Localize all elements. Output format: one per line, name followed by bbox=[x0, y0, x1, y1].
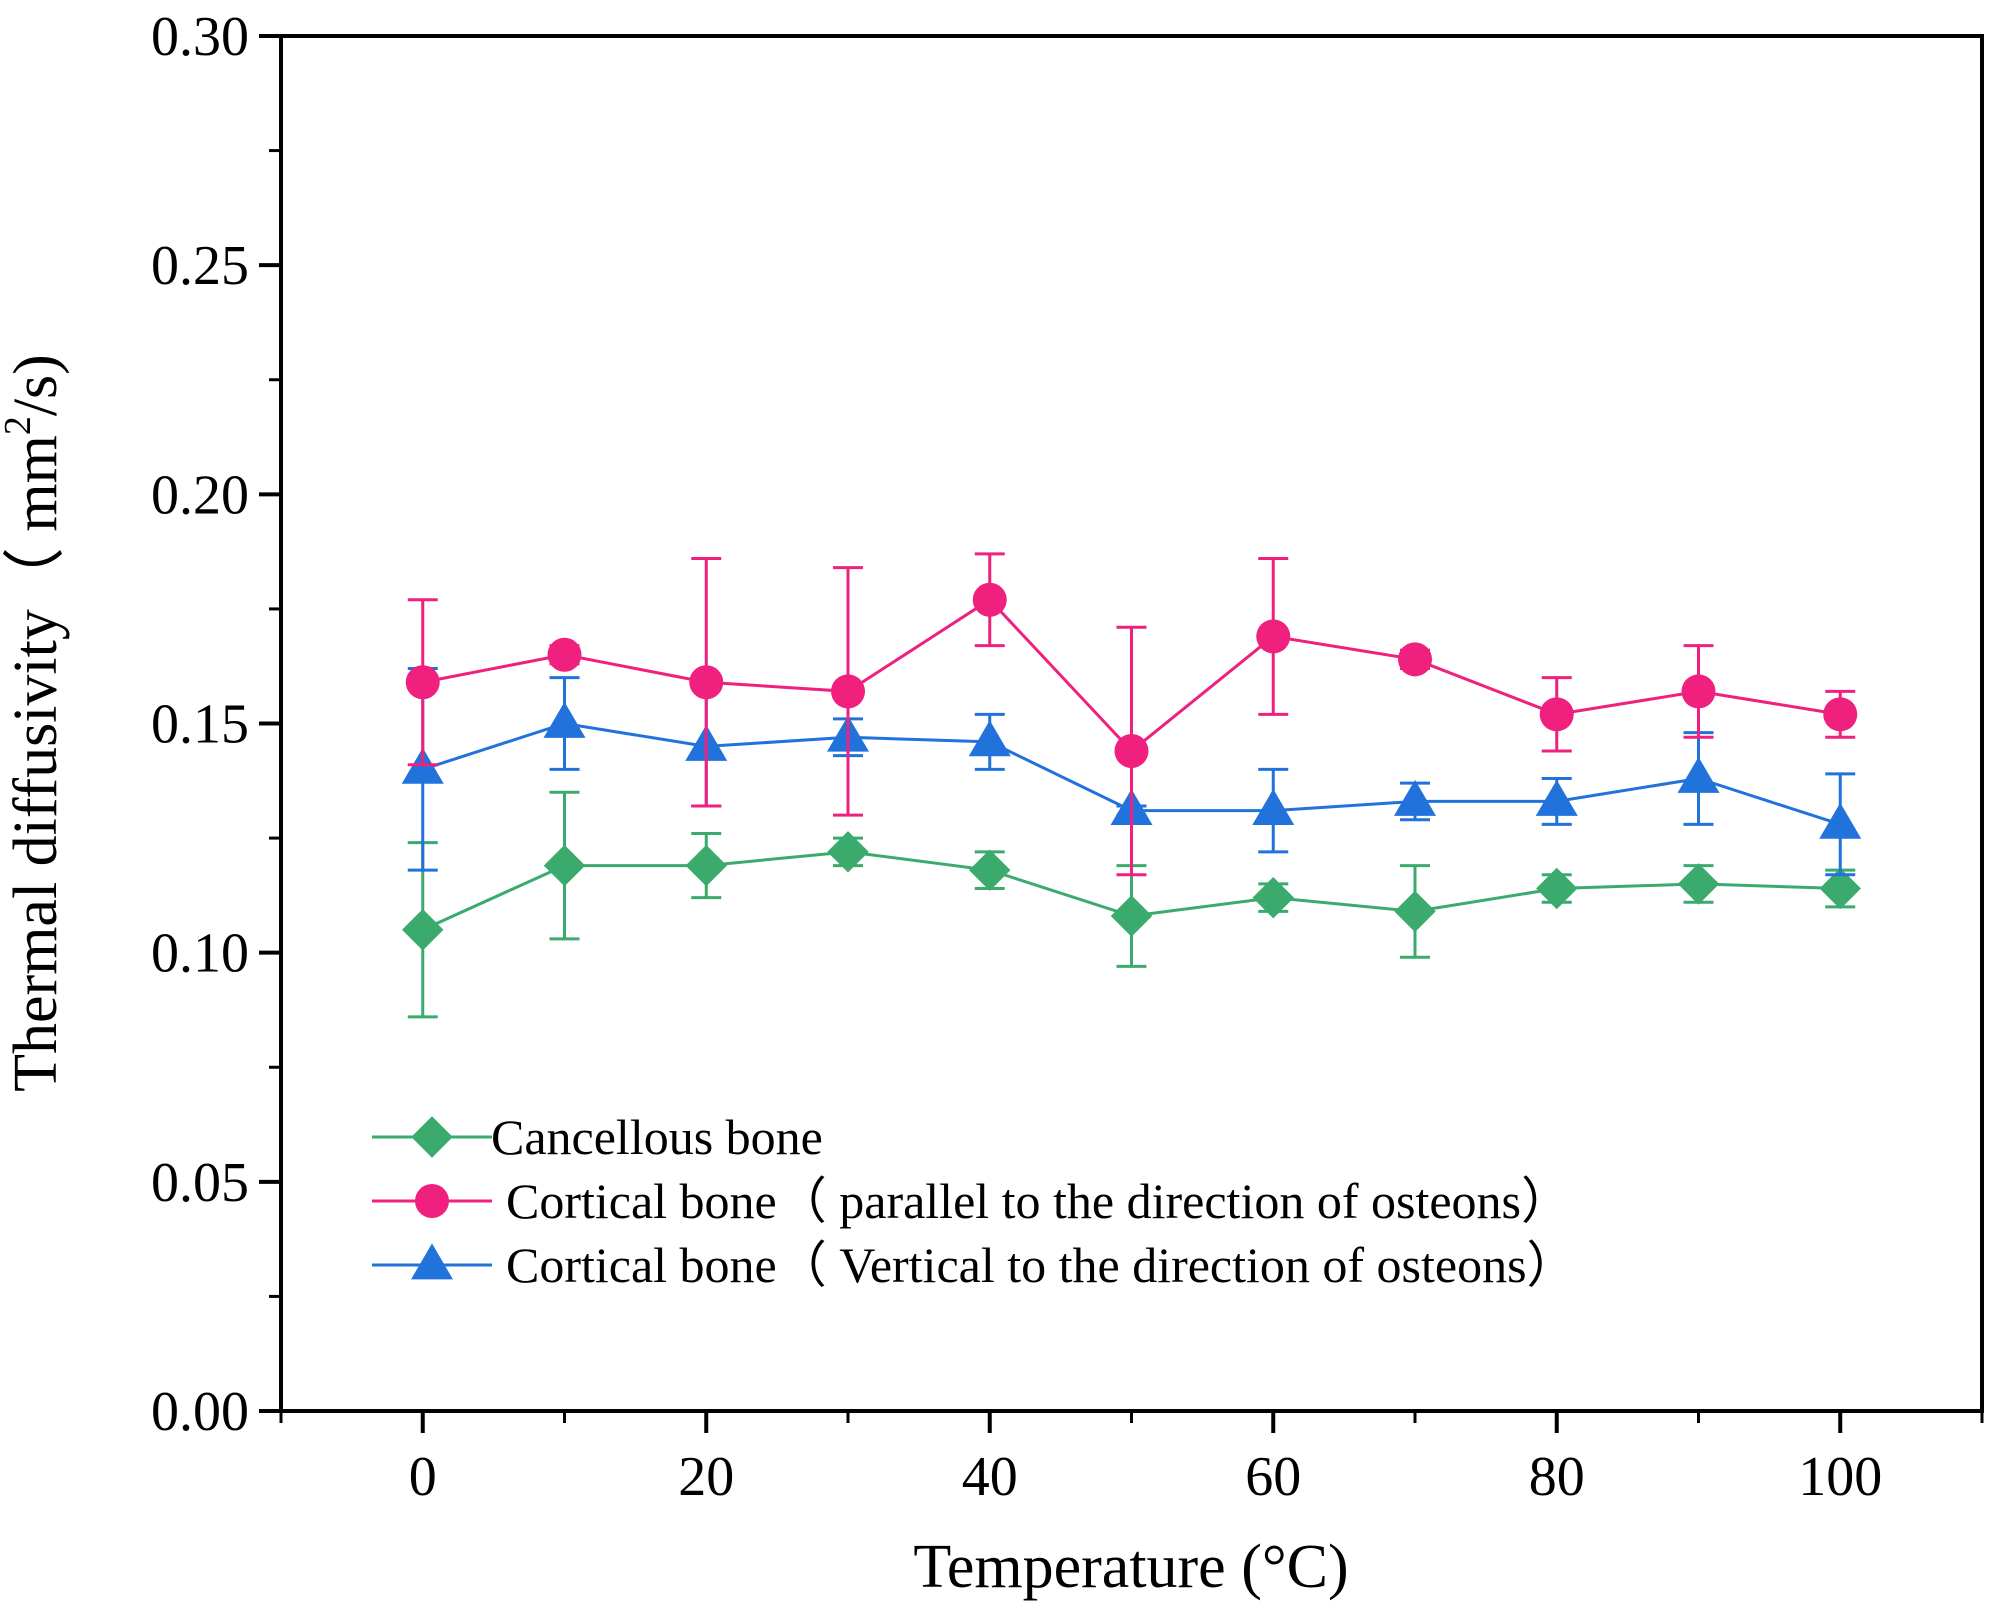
y-tick-label: 0.00 bbox=[151, 1381, 249, 1443]
data-point-triangle bbox=[1677, 756, 1720, 793]
y-axis-title: Thermal diffusivity（ mm2/s) bbox=[0, 354, 70, 1092]
data-point-triangle bbox=[1819, 802, 1862, 839]
data-point-diamond bbox=[969, 849, 1011, 891]
data-point-circle bbox=[1823, 697, 1858, 732]
data-point-diamond bbox=[1394, 890, 1436, 933]
data-point-triangle bbox=[543, 701, 586, 738]
data-point-circle bbox=[547, 637, 582, 672]
data-point-triangle bbox=[968, 720, 1011, 757]
axes-ticks: 0.00 0.05 0.10 0.15 0.20 0.25 0.30 0 20 40 60 80 100 bbox=[151, 6, 1984, 1508]
data-point-diamond bbox=[1110, 895, 1153, 937]
y-axis-title-main: Thermal diffusivity（ mm bbox=[2, 435, 70, 1092]
data-point-circle bbox=[405, 665, 440, 700]
data-point-diamond bbox=[543, 844, 586, 887]
legend-label: Cortical bone（ Vertical to the direction… bbox=[506, 1237, 1577, 1293]
data-point-circle bbox=[1256, 619, 1291, 654]
x-tick-label: 60 bbox=[1245, 1446, 1301, 1508]
x-tick-label: 100 bbox=[1798, 1446, 1882, 1508]
y-tick-label: 0.10 bbox=[151, 923, 249, 985]
legend: Cancellous bone Cortical bone（ parallel t… bbox=[372, 1109, 1577, 1293]
data-point-diamond bbox=[1819, 867, 1861, 910]
data-point-circle bbox=[689, 665, 724, 700]
y-tick-label: 0.20 bbox=[151, 464, 249, 526]
legend-marker-diamond bbox=[411, 1116, 453, 1158]
data-point-circle bbox=[831, 674, 865, 709]
legend-marker-circle bbox=[415, 1184, 449, 1218]
data-point-circle bbox=[972, 582, 1007, 617]
series-circle bbox=[405, 552, 1858, 877]
legend-label: Cortical bone（ parallel to the direction… bbox=[506, 1173, 1571, 1229]
data-point-triangle bbox=[1394, 779, 1436, 816]
x-tick-label: 80 bbox=[1529, 1446, 1585, 1508]
x-tick-label: 40 bbox=[962, 1446, 1018, 1508]
data-point-diamond bbox=[402, 909, 444, 951]
legend-item: Cancellous bone bbox=[372, 1109, 823, 1165]
x-tick-label: 20 bbox=[678, 1446, 734, 1508]
data-point-circle bbox=[1398, 642, 1432, 677]
y-axis-title-superscript: 2 bbox=[0, 416, 39, 435]
series-diamond bbox=[402, 790, 1861, 1019]
legend-item: Cortical bone（ Vertical to the direction… bbox=[372, 1237, 1577, 1293]
data-point-diamond bbox=[1536, 867, 1578, 910]
y-tick-label: 0.15 bbox=[151, 694, 249, 756]
data-point-circle bbox=[1539, 697, 1574, 732]
legend-label: Cancellous bone bbox=[491, 1109, 823, 1165]
data-point-diamond bbox=[827, 831, 869, 873]
y-tick-label: 0.30 bbox=[151, 6, 249, 68]
x-axis-title: Temperature (°C) bbox=[913, 1533, 1348, 1601]
data-point-diamond bbox=[1252, 876, 1294, 919]
data-point-circle bbox=[1114, 734, 1149, 768]
data-point-triangle bbox=[1535, 779, 1578, 816]
y-tick-label: 0.05 bbox=[151, 1152, 249, 1214]
y-tick-label: 0.25 bbox=[151, 235, 249, 297]
series-layer bbox=[401, 552, 1862, 1019]
data-point-triangle bbox=[1252, 788, 1295, 825]
y-axis-title-tail: /s) bbox=[2, 354, 70, 416]
data-point-circle bbox=[1681, 674, 1716, 709]
data-point-diamond bbox=[1677, 863, 1720, 905]
data-point-diamond bbox=[685, 844, 727, 887]
x-tick-label: 0 bbox=[409, 1446, 437, 1508]
legend-marker-triangle bbox=[411, 1243, 453, 1280]
legend-item: Cortical bone（ parallel to the direction… bbox=[372, 1173, 1571, 1229]
